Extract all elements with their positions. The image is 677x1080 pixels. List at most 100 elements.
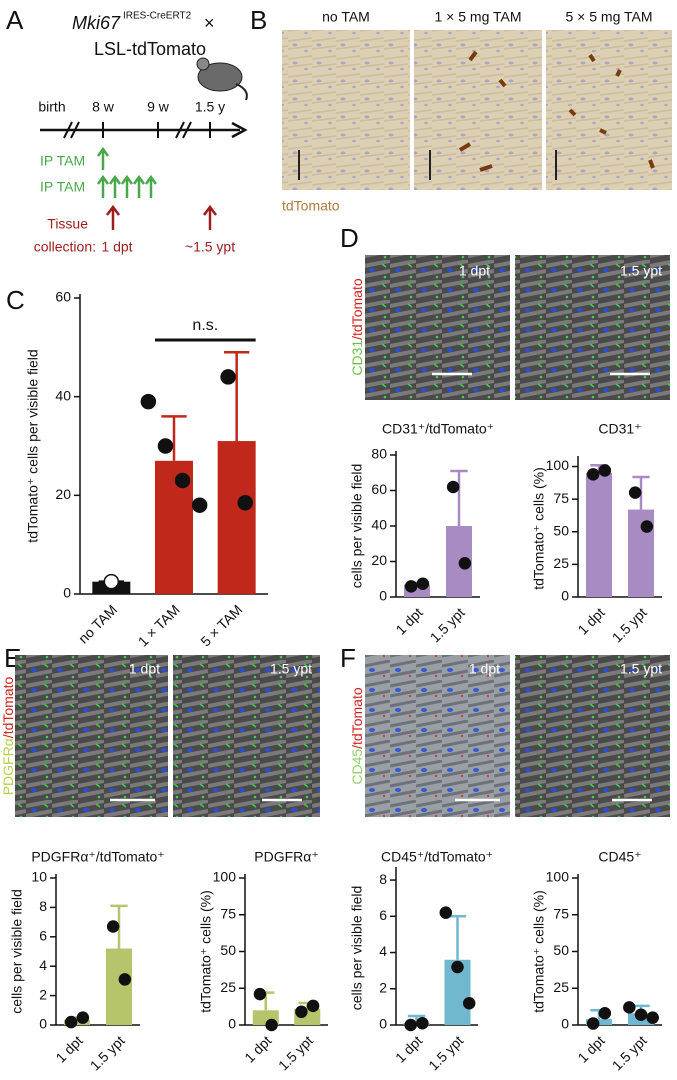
x-tick-label: 1 dpt (392, 604, 425, 637)
chart-title: CD31⁺/tdTomato⁺ (382, 421, 494, 437)
micrograph (515, 655, 670, 817)
image-label: 5 × 5 mg TAM (565, 9, 652, 25)
y-axis-label: tdTomato⁺ cells (%) (531, 467, 547, 590)
timeline (40, 121, 248, 230)
timeline-label: 8 w (92, 99, 115, 115)
y-tick-label: 0 (561, 1016, 569, 1032)
stain-b: /tdTomato (349, 278, 365, 340)
y-tick-label: 25 (220, 979, 236, 995)
stain-a: CD45 (349, 749, 365, 785)
micrograph (173, 655, 320, 817)
x-tick-label: 1 dpt (241, 1032, 274, 1065)
data-point (439, 906, 453, 919)
micrograph (15, 655, 168, 817)
y-tick-label: 10 (31, 869, 47, 885)
data-point (118, 973, 132, 986)
data-point (157, 438, 174, 454)
y-tick-label: 60 (55, 289, 71, 305)
data-point (64, 1015, 78, 1029)
data-point (174, 472, 191, 489)
x-tick-label: 1.5 ypt (609, 1032, 650, 1073)
data-point (76, 1011, 90, 1024)
x-tick-label: 1 dpt (392, 1032, 425, 1065)
panel-d: D 1 dpt 1.5 ypt CD31/tdTomato (340, 223, 670, 400)
y-axis-label: cells per visible field (349, 464, 365, 589)
x-tick-label: 1 dpt (574, 1032, 607, 1065)
y-tick-label: 0 (561, 588, 569, 604)
y-tick-label: 50 (553, 942, 569, 958)
panel-e: E 1 dpt 1.5 ypt PDGFRα/tdTomato (0, 643, 320, 817)
y-tick-label: 6 (39, 928, 47, 944)
x-tick-label: 1.5 ypt (425, 1032, 466, 1073)
y-tick-label: 0 (63, 585, 71, 601)
y-tick-label: 50 (553, 522, 569, 538)
data-point (598, 1006, 612, 1020)
y-tick-label: 75 (220, 905, 236, 921)
mouse-icon (196, 57, 248, 101)
y-axis-label: tdTomato⁺ cells (%) (531, 890, 547, 1013)
data-point (598, 464, 612, 477)
panel-b: B no TAM 1 × 5 mg TAM 5 × 5 mg TAM tdTom… (250, 5, 672, 214)
micrograph (414, 30, 542, 190)
y-tick-label: 40 (371, 517, 387, 533)
data-point (634, 1008, 648, 1021)
data-point (253, 987, 267, 1001)
data-point (220, 369, 236, 385)
error-bar (161, 415, 187, 461)
x-tick-label: 1 dpt (574, 604, 607, 637)
timeline-label: birth (38, 99, 65, 115)
image-label: 1.5 ypt (620, 661, 662, 677)
y-axis-label: cells per visible field (349, 886, 365, 1011)
data-point (451, 960, 464, 974)
scale-bar (298, 150, 557, 180)
bar (106, 948, 132, 1025)
x-tick-label: 5 × TAM (197, 601, 245, 649)
y-tick-label: 20 (371, 552, 387, 568)
chart-title: CD45⁺ (598, 849, 641, 865)
error-bar (224, 351, 250, 442)
image-label: 1 dpt (129, 661, 160, 677)
chart-title: PDGFRα⁺/tdTomato⁺ (31, 849, 164, 865)
y-tick-label: 50 (220, 942, 236, 958)
stain-label: CD31/tdTomato (349, 278, 365, 375)
y-tick-label: 4 (39, 957, 47, 973)
y-tick-label: 100 (213, 869, 237, 885)
chart-title: PDGFRα⁺ (254, 849, 318, 865)
y-tick-label: 0 (39, 1016, 47, 1032)
error-bar (448, 915, 467, 960)
bar (217, 441, 256, 594)
data-point (446, 480, 460, 494)
data-point (404, 580, 418, 593)
y-tick-label: 8 (379, 871, 387, 887)
y-tick-label: 40 (55, 387, 71, 403)
y-axis-label: cells per visible field (9, 889, 25, 1014)
data-point (416, 1016, 429, 1030)
tissue-label: Tissue (47, 216, 88, 232)
data-point (265, 1018, 278, 1032)
image-label: 1.5 ypt (620, 263, 662, 279)
chart-title: CD45⁺/tdTomato⁺ (381, 849, 493, 865)
collection-time: 1 dpt (101, 239, 132, 255)
y-tick-label: 60 (371, 481, 387, 497)
stain-b: /tdTomato (349, 687, 365, 749)
y-tick-label: 8 (39, 898, 47, 914)
data-point (237, 494, 253, 511)
x-tick-label: 1 dpt (52, 1032, 85, 1065)
y-tick-label: 100 (546, 457, 570, 473)
data-point (628, 486, 642, 499)
panel-f: F 1 dpt 1.5 ypt CD45/tdTomato (340, 643, 670, 817)
timeline-label: 1.5 y (195, 99, 225, 115)
stain-label: CD45/tdTomato (349, 687, 365, 784)
stain-label: PDGFRα/tdTomato (0, 677, 16, 796)
data-point (404, 1018, 417, 1032)
y-tick-label: 75 (553, 490, 569, 506)
data-point (586, 1017, 600, 1030)
y-tick-label: 2 (39, 986, 47, 1002)
ip-tam: IP TAM (40, 179, 85, 195)
gene: Mki67 (72, 13, 121, 33)
error-bar (450, 469, 468, 526)
y-tick-label: 0 (379, 1016, 387, 1032)
panel-letter: A (6, 5, 24, 35)
chart-title: CD31⁺ (598, 421, 641, 437)
significance-label: n.s. (192, 317, 218, 334)
